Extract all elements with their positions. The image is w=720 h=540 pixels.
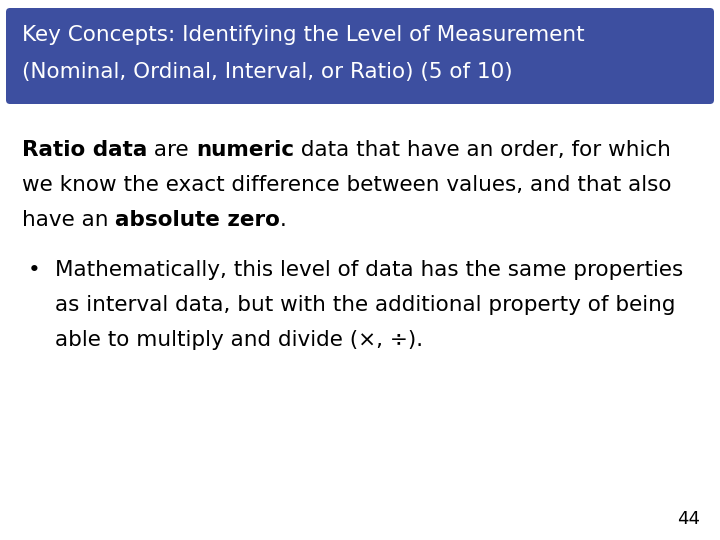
Text: are: are	[148, 140, 196, 160]
Text: able to multiply and divide (×, ÷).: able to multiply and divide (×, ÷).	[55, 330, 423, 350]
Text: Ratio data: Ratio data	[22, 140, 148, 160]
Text: we know the exact difference between values, and that also: we know the exact difference between val…	[22, 175, 672, 195]
Text: absolute zero: absolute zero	[115, 210, 280, 230]
Text: as interval data, but with the additional property of being: as interval data, but with the additiona…	[55, 295, 675, 315]
Text: data that have an order, for which: data that have an order, for which	[294, 140, 671, 160]
Text: have an: have an	[22, 210, 115, 230]
Text: 44: 44	[677, 510, 700, 528]
Text: (Nominal, Ordinal, Interval, or Ratio) (5 of 10): (Nominal, Ordinal, Interval, or Ratio) (…	[22, 62, 513, 82]
Text: numeric: numeric	[196, 140, 294, 160]
Text: .: .	[280, 210, 287, 230]
Text: Key Concepts: Identifying the Level of Measurement: Key Concepts: Identifying the Level of M…	[22, 25, 585, 45]
Text: Mathematically, this level of data has the same properties: Mathematically, this level of data has t…	[55, 260, 683, 280]
Text: •: •	[28, 260, 41, 280]
FancyBboxPatch shape	[6, 8, 714, 104]
